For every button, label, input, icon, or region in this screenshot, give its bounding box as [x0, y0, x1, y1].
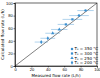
y-tick-label: 60: [8, 26, 13, 31]
legend-marker: [71, 48, 74, 51]
x-axis-title: Measured flow rate (L/h): [32, 73, 81, 78]
x-tick: 20: [30, 66, 35, 72]
y-axis-title: Calculated flow rate (L/h): [0, 9, 5, 60]
point: [40, 40, 42, 44]
point: [51, 31, 54, 34]
series: [58, 18, 83, 25]
y-tick-label: 0: [10, 64, 13, 69]
x-tick: 40: [46, 66, 51, 72]
point: [47, 36, 49, 40]
point: [78, 14, 81, 17]
y-tick-label: 100: [6, 1, 13, 6]
x-tick: 80: [79, 66, 84, 72]
y-tick: 60: [8, 26, 15, 31]
x-tick: 0: [14, 66, 17, 72]
y-tick-label: 40: [8, 39, 13, 44]
error-bar: [69, 15, 89, 16]
series: [45, 27, 67, 34]
point: [71, 18, 73, 20]
y-tick-label: 20: [8, 51, 13, 56]
y-tick-mark: [14, 41, 16, 42]
y-tick: 80: [8, 13, 15, 18]
legend-marker: [71, 52, 73, 54]
y-tick-label: 80: [8, 13, 13, 18]
y-tick-mark: [14, 28, 16, 29]
point: [65, 23, 67, 25]
axis-line: [16, 67, 98, 68]
axis-line: [14, 4, 16, 67]
x-tick-label: 100: [94, 67, 100, 72]
y-tick-mark: [14, 66, 16, 67]
chart: 0 20 40 60 80 100 0 20 40 60 80 100 Measured flow ra…: [0, 0, 100, 78]
legend-marker: [70, 56, 73, 59]
legend-marker: [71, 61, 73, 65]
legend-label: Tₛ = 200 °C: [74, 60, 99, 65]
y-axis: 0 20 40 60 80 100: [6, 1, 15, 69]
series: [35, 36, 56, 44]
y-tick: 20: [8, 51, 15, 56]
y-tick: 0: [10, 64, 15, 69]
x-tick: 100: [94, 66, 100, 72]
x-tick-label: 40: [46, 67, 51, 72]
x-tick-label: 20: [30, 67, 35, 72]
y-tick-mark: [14, 53, 16, 54]
legend: Tₛ = 350 °CTₛ = 300 °CTₛ = 250 °CTₛ = 20…: [70, 46, 98, 65]
y-tick: 100: [6, 1, 15, 6]
error-bar: [58, 24, 74, 25]
y-tick-mark: [14, 16, 16, 17]
series: [69, 9, 94, 17]
x-tick-label: 60: [62, 67, 67, 72]
x-tick-label: 80: [79, 67, 84, 72]
error-bar: [77, 10, 93, 11]
y-tick-mark: [14, 3, 16, 4]
point: [84, 9, 87, 12]
error-bar: [63, 19, 83, 20]
x-tick-label: 0: [14, 67, 17, 72]
y-tick: 40: [8, 39, 15, 44]
x-tick: 60: [62, 66, 67, 72]
point: [58, 27, 61, 30]
x-axis: 0 20 40 60 80 100: [14, 66, 100, 72]
